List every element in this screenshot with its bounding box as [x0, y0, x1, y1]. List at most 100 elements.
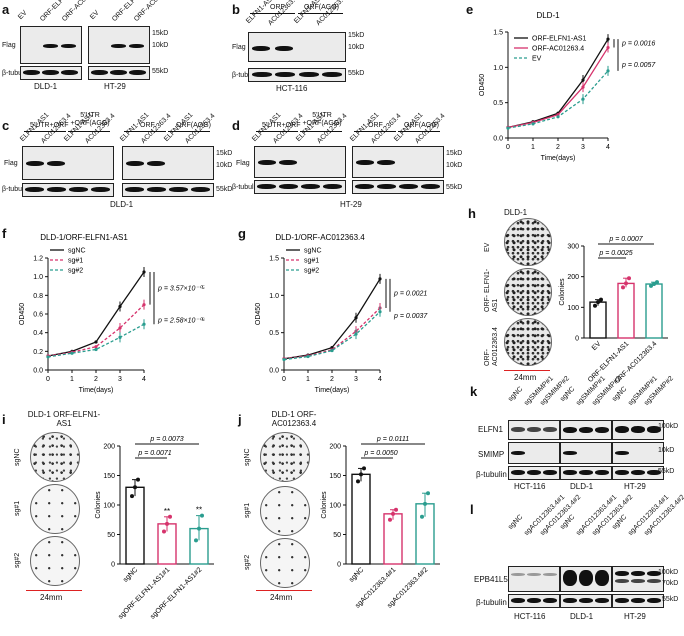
data-point	[391, 511, 395, 516]
data-point	[142, 303, 146, 307]
blot-tubulin-ht29	[612, 466, 664, 480]
y-tick-label: 0.0	[493, 136, 503, 143]
data-point	[593, 303, 597, 308]
panel-f-letter: f	[2, 226, 7, 241]
x-tick-label: 2	[330, 376, 334, 383]
size-marker: 55kD	[348, 70, 365, 77]
y-tick-label: 0.0	[33, 368, 43, 375]
data-point	[136, 477, 140, 482]
legend-label: ORF-ELFN1-AS1	[532, 36, 587, 43]
p-value: p = 2.58×10⁻⁰⁶	[157, 316, 205, 324]
size-marker: 15kD	[446, 150, 463, 157]
size-marker: 100kD	[658, 569, 679, 576]
data-point	[168, 514, 172, 519]
data-point	[70, 351, 74, 355]
size-marker: 55kD	[152, 68, 169, 75]
y-tick-label: 0.6	[33, 312, 43, 319]
group-label: ORF(AGG)	[304, 4, 339, 11]
data-point	[118, 335, 122, 339]
y-tick-label: 200	[329, 444, 341, 451]
x-tick-label: sgNC	[122, 566, 139, 583]
row-label-tubulin: β-tubulin	[2, 186, 29, 193]
x-tick-label: 4	[606, 144, 610, 151]
colony-dish	[260, 486, 310, 536]
colony-dish	[30, 536, 80, 586]
bar	[645, 283, 663, 339]
y-tick-label: 50	[333, 532, 341, 539]
p-value: p = 0.0025	[598, 250, 632, 257]
legend-label: sg#1	[304, 258, 319, 265]
bar	[383, 513, 403, 565]
y-tick-label: 200	[103, 444, 115, 451]
data-point	[142, 270, 146, 274]
size-marker: 10kD	[348, 44, 365, 51]
y-tick-label: 50	[107, 532, 115, 539]
p-value: p = 0.0050	[363, 450, 397, 457]
y-tick-label: 150	[329, 473, 341, 480]
data-point	[130, 494, 134, 499]
data-point	[359, 472, 363, 477]
panel-d-letter: d	[232, 118, 240, 133]
data-point	[506, 126, 510, 130]
blot-flag	[248, 32, 346, 62]
cell-line-label: HCT-116	[276, 84, 308, 93]
blot-smimp-dld1	[560, 442, 612, 464]
data-point	[388, 517, 392, 522]
group-label: 5'UTR +ORF(AGG)	[70, 112, 110, 127]
row-label-flag: Flag	[2, 42, 16, 49]
lane-label: sgNC	[507, 385, 525, 403]
data-point	[655, 280, 659, 285]
x-tick-label: 2	[556, 144, 560, 151]
data-point	[162, 529, 166, 534]
p-value: p = 0.0007	[608, 236, 643, 243]
y-tick-label: 0	[575, 336, 579, 343]
data-point	[46, 355, 50, 359]
group-label: 5'UTR +ORF(AGG)	[302, 112, 342, 127]
scale-bar	[256, 590, 312, 591]
size-marker: 10kD	[658, 447, 675, 454]
legend-label: sg#2	[68, 268, 83, 275]
series-line	[283, 311, 381, 361]
chart-g: DLD-1/ORF-AC012363.4 0 1 2 3 4 0.0 0.5 1.0 1.5 Tim…	[255, 233, 428, 394]
chart-e: DLD-1 0 1 2 3 4 0.0 0.5 1.0 1.5 Time(days) OD450 ORF…	[479, 11, 656, 162]
data-point	[197, 526, 201, 531]
cell-line-label: DLD-1	[570, 612, 594, 621]
data-point	[354, 316, 358, 320]
panel-k-letter: k	[470, 384, 478, 399]
data-point	[420, 514, 424, 519]
row-label-tubulin: β-tubulin	[476, 470, 507, 479]
data-point	[599, 297, 603, 302]
dish-label: sg#2	[14, 552, 21, 568]
size-marker: 10kD	[446, 162, 463, 169]
data-point	[94, 340, 98, 344]
legend-label: sgNC	[68, 248, 86, 255]
legend-label: EV	[532, 56, 542, 63]
y-tick-label: 1.0	[33, 274, 43, 281]
data-point	[356, 479, 360, 484]
size-marker: 70kD	[662, 580, 679, 587]
scale-label: 24mm	[514, 373, 537, 382]
size-marker: 100kD	[658, 423, 679, 430]
panel-h-letter: h	[468, 206, 476, 221]
row-label-tubulin: β-tubulin	[476, 598, 507, 607]
scale-label: 24mm	[270, 593, 293, 602]
significance-stars: **	[164, 507, 170, 516]
cell-line-label: DLD-1	[110, 200, 134, 209]
data-point	[94, 347, 98, 352]
chart-title: DLD-1	[536, 11, 560, 20]
cell-line-label: HT-29	[624, 612, 646, 621]
panel-a-letter: a	[2, 2, 10, 17]
colony-dish	[504, 268, 552, 316]
group-label: ORF	[270, 4, 285, 11]
bar	[125, 486, 145, 565]
p-value: p = 3.57×10⁻⁰⁵	[157, 284, 205, 292]
y-tick-label: 100	[567, 305, 579, 312]
x-axis-label: Time(days)	[79, 387, 114, 394]
dish-label: EV	[484, 242, 491, 252]
group-label: ORF	[140, 122, 155, 129]
blot-tubulin-dld1	[560, 594, 612, 608]
data-point	[330, 348, 334, 353]
size-marker: 55kD	[662, 596, 679, 603]
panel-b-letter: b	[232, 2, 240, 17]
lane-label: EV	[17, 9, 29, 21]
